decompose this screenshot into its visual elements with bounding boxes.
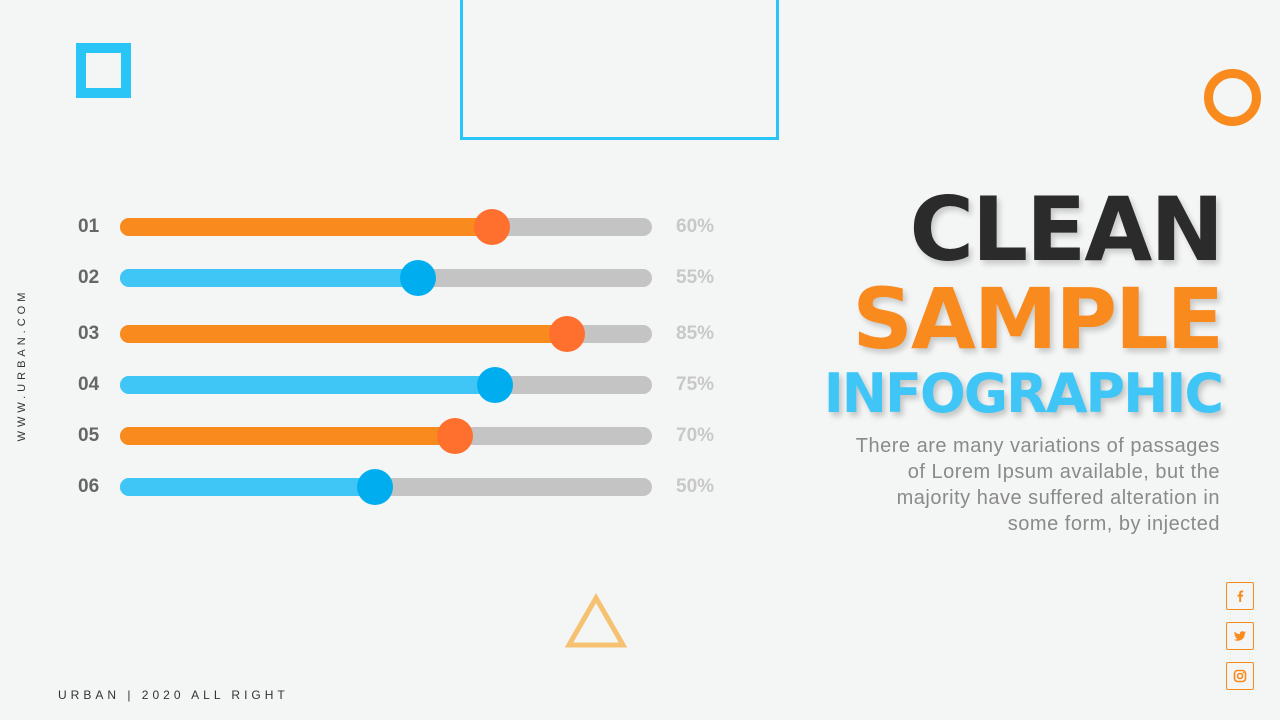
bar-number: 04 (78, 374, 100, 395)
facebook-button[interactable] (1226, 582, 1254, 610)
bar-row: 03 85% (78, 316, 738, 352)
bar-number: 06 (78, 476, 100, 497)
bar-fill (120, 478, 376, 496)
bar-fill (120, 325, 567, 343)
bar-knob[interactable] (437, 418, 474, 454)
bar-number: 01 (78, 216, 100, 237)
bar-fill (120, 376, 496, 394)
bar-fill (120, 427, 456, 445)
bar-percent: 85% (676, 323, 715, 344)
bar-percent: 75% (676, 374, 715, 395)
heading-clean: CLEAN (909, 178, 1224, 281)
bar-knob[interactable] (477, 367, 514, 403)
bar-knob[interactable] (357, 469, 394, 505)
bar-knob[interactable] (548, 316, 585, 352)
bar-percent: 60% (676, 216, 715, 237)
bar-row: 02 55% (78, 260, 738, 296)
description-paragraph: There are many variations of passages of… (855, 435, 1220, 535)
bar-track (120, 260, 652, 296)
bar-number: 02 (78, 267, 100, 288)
bar-track (120, 418, 652, 454)
bar-row: 05 70% (78, 418, 738, 454)
bar-knob[interactable] (474, 209, 511, 245)
decorative-circle (1204, 69, 1261, 126)
decorative-square (76, 43, 131, 98)
instagram-button[interactable] (1226, 662, 1254, 690)
heading-sample: SAMPLE (852, 270, 1224, 368)
bar-track (120, 316, 652, 352)
bar-number: 03 (78, 323, 100, 344)
bar-row: 01 60% (78, 209, 738, 245)
bar-number: 05 (78, 425, 100, 446)
side-url: WWW.URBAN.COM (16, 288, 28, 442)
bar-fill (120, 269, 418, 287)
bar-track (120, 209, 652, 245)
bar-percent: 50% (676, 476, 715, 497)
bar-track (120, 367, 652, 403)
heading-infographic: INFOGRAPHIC (823, 362, 1224, 425)
bar-percent: 70% (676, 425, 715, 446)
bar-fill (120, 218, 493, 236)
twitter-button[interactable] (1226, 622, 1254, 650)
bar-track (120, 469, 652, 505)
instagram-icon (1233, 669, 1247, 683)
decorative-triangle (564, 593, 628, 648)
bar-knob[interactable] (399, 260, 436, 296)
footer-text: URBAN | 2020 ALL RIGHT (58, 688, 289, 702)
bar-percent: 55% (676, 267, 715, 288)
facebook-icon (1237, 590, 1244, 602)
bar-row: 06 50% (78, 469, 738, 505)
bar-row: 04 75% (78, 367, 738, 403)
decorative-frame (460, 0, 779, 140)
twitter-icon (1234, 631, 1246, 641)
